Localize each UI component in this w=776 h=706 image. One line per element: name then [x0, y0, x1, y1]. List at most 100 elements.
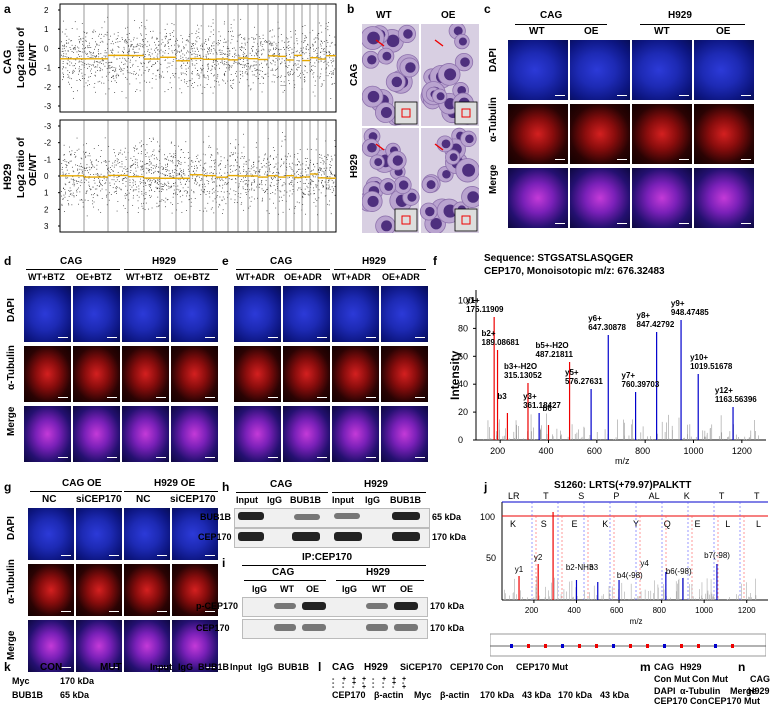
- f-mz-label: 760.39703: [622, 380, 660, 389]
- cag-point: [271, 68, 273, 70]
- h929-point: [200, 159, 202, 161]
- cag-point: [288, 41, 290, 42]
- h929-point: [233, 152, 235, 154]
- h929-point: [125, 168, 127, 170]
- cag-point: [166, 36, 167, 38]
- h929-point: [219, 196, 221, 198]
- h929-point: [181, 171, 183, 173]
- j-bottom-residue: E: [695, 519, 701, 529]
- h929-point: [214, 169, 215, 170]
- cag-point: [196, 37, 198, 39]
- cag-point: [223, 23, 225, 25]
- cag-point: [270, 49, 272, 51]
- e-image-r1-c1: [234, 286, 281, 342]
- cag-point: [164, 52, 166, 54]
- h929-point: [180, 156, 181, 158]
- h929-point: [118, 154, 119, 156]
- h929-point: [249, 205, 251, 207]
- cag-point: [169, 34, 171, 36]
- cag-point: [321, 41, 322, 42]
- cag-point: [88, 44, 90, 46]
- scale-bar: [679, 95, 689, 96]
- cag-point: [85, 41, 87, 42]
- h-col-3: BUB1B: [290, 495, 322, 505]
- h929-point: [307, 193, 309, 195]
- h929-point: [285, 163, 287, 164]
- h929-point: [150, 187, 151, 189]
- cag-point: [187, 67, 189, 69]
- cag-point: [220, 40, 221, 42]
- cag-point: [94, 74, 96, 76]
- h929-point: [130, 170, 132, 171]
- h929-point: [105, 165, 107, 166]
- cag-point: [131, 73, 133, 74]
- h929-point: [225, 178, 227, 180]
- cag-point: [141, 63, 142, 65]
- h929-point: [78, 203, 79, 205]
- c-col-4: OE: [716, 26, 731, 37]
- h929-point: [286, 156, 288, 158]
- cag-point: [233, 63, 235, 64]
- h929-point: [167, 164, 168, 165]
- scale-bar: [205, 611, 215, 612]
- h929-point: [289, 155, 291, 157]
- cag-point: [274, 64, 276, 66]
- cag-point: [181, 67, 183, 69]
- cag-point: [297, 66, 299, 68]
- cag-point: [268, 57, 270, 59]
- h929-point: [151, 189, 152, 191]
- h929-point: [288, 183, 290, 185]
- cag-point: [270, 42, 272, 44]
- e-image-r1-c2: [283, 286, 330, 342]
- h929-point: [198, 161, 200, 163]
- cag-point: [253, 38, 255, 40]
- h929-point: [256, 167, 258, 169]
- h929-point: [174, 155, 176, 156]
- scale-bar: [205, 397, 215, 398]
- h929-point: [295, 164, 297, 166]
- cag-point: [101, 57, 103, 58]
- h-col-5: IgG: [365, 495, 380, 505]
- h929-point: [145, 185, 147, 186]
- h929-point: [303, 194, 305, 195]
- h929-point: [203, 174, 205, 176]
- cag-point: [187, 40, 189, 41]
- cag-point: [71, 87, 72, 89]
- cag-point: [241, 46, 243, 48]
- cag-point: [184, 54, 186, 56]
- h929-point: [208, 181, 210, 182]
- h929-point: [289, 163, 290, 165]
- cag-point: [231, 35, 232, 37]
- h929-point: [127, 211, 129, 213]
- h929-point: [93, 206, 95, 208]
- scale-bar: [366, 397, 376, 398]
- h929-point: [89, 169, 91, 171]
- cag-point: [289, 47, 291, 48]
- cag-point: [236, 40, 238, 42]
- h929-point: [321, 170, 323, 172]
- cag-point: [201, 46, 203, 47]
- cag-point: [89, 76, 91, 77]
- cag-point: [269, 43, 271, 44]
- smear-arrow: [375, 39, 385, 47]
- h929-point: [67, 177, 69, 179]
- cag-point: [131, 45, 133, 47]
- cag-point: [203, 48, 205, 50]
- scale-bar: [415, 337, 425, 338]
- cag-point: [316, 47, 317, 49]
- h929-point: [86, 170, 88, 172]
- cag-point: [140, 45, 142, 47]
- cag-point: [246, 63, 248, 64]
- cag-point: [103, 60, 104, 62]
- cag-point: [312, 43, 313, 45]
- l-row-sicep170: SiCEP170: [400, 662, 443, 672]
- cag-point: [268, 66, 270, 68]
- cag-point: [303, 73, 305, 75]
- k-col-2: IgG: [178, 662, 193, 672]
- cag-point: [156, 70, 158, 72]
- cag-point: [145, 34, 147, 35]
- cag-point: [169, 82, 171, 84]
- h929-point: [287, 177, 289, 179]
- cag-point: [183, 48, 185, 50]
- h929-point: [100, 150, 102, 151]
